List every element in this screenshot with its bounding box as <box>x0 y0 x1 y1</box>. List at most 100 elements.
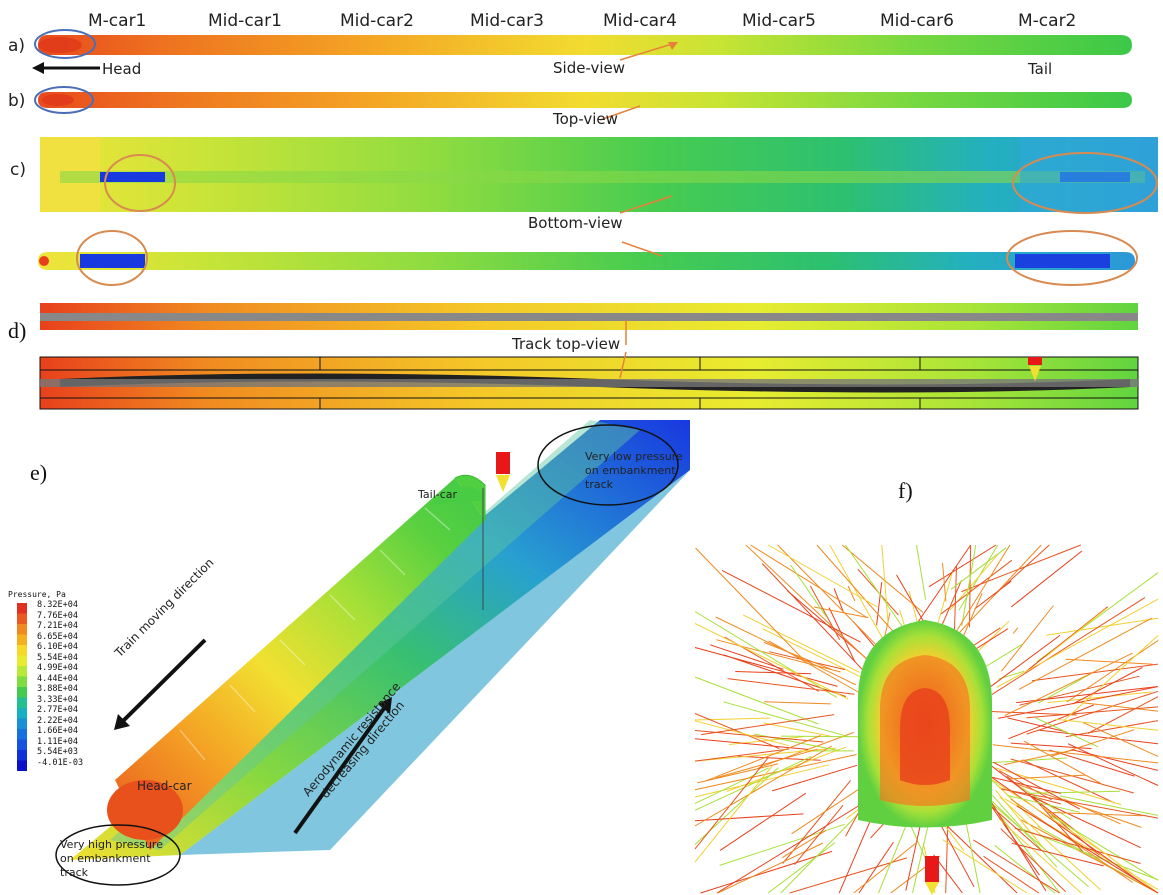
head-label: Head <box>102 60 142 78</box>
car-label-mid-car4: Mid-car4 <box>603 11 677 31</box>
velocity-vector <box>1031 796 1142 849</box>
head-car-label: Head-car <box>137 779 192 793</box>
velocity-vector <box>694 767 769 805</box>
velocity-vector <box>1021 759 1115 804</box>
bottom-highlight-right <box>1012 152 1158 214</box>
velocity-vector <box>986 634 1061 690</box>
top-view-label: Top-view <box>553 110 618 128</box>
velocity-vector <box>916 544 927 600</box>
velocity-vector <box>1016 686 1159 704</box>
velocity-vector <box>719 792 807 851</box>
velocity-vector <box>942 839 1028 894</box>
velocity-vector <box>1018 617 1152 690</box>
high-pressure-line-1: Very high pressure <box>60 838 163 851</box>
car-label-m-car2: M-car2 <box>1018 11 1077 31</box>
velocity-vector <box>1066 640 1159 703</box>
legend-swatch <box>17 760 27 771</box>
velocity-vector <box>858 841 894 894</box>
velocity-vector <box>1047 811 1143 817</box>
velocity-vector <box>735 671 812 675</box>
train-direction-arrow <box>120 638 207 724</box>
velocity-vector <box>694 756 769 850</box>
velocity-vector <box>723 654 846 697</box>
velocity-vector <box>980 793 1089 888</box>
velocity-vector <box>723 701 850 738</box>
velocity-vector <box>999 796 1101 891</box>
car-label-m-car1: M-car1 <box>88 11 147 31</box>
velocity-vector <box>694 765 773 863</box>
legend-value: 7.21E+04 <box>37 621 78 631</box>
velocity-vector <box>1039 729 1159 745</box>
legend-swatch <box>17 718 27 729</box>
velocity-vector <box>694 720 790 747</box>
velocity-vector <box>973 839 1060 894</box>
velocity-vector <box>1067 743 1159 786</box>
velocity-vector <box>1000 828 1067 893</box>
velocity-vector <box>912 827 929 894</box>
velocity-vector <box>790 564 827 617</box>
velocity-vector <box>813 606 869 619</box>
velocity-vector <box>1087 696 1159 734</box>
legend-value: 3.33E+04 <box>37 694 78 705</box>
velocity-vector <box>1016 805 1159 894</box>
legend-swatch <box>17 687 27 698</box>
velocity-vector <box>1065 720 1159 738</box>
velocity-vector <box>876 582 883 626</box>
velocity-vector <box>991 597 1146 695</box>
velocity-vector <box>999 819 1082 894</box>
legend-value: 7.76E+04 <box>37 610 78 621</box>
velocity-vector <box>988 757 1067 764</box>
velocity-vector <box>1045 608 1107 658</box>
velocity-vector <box>1054 718 1159 731</box>
velocity-vector <box>694 622 849 700</box>
velocity-vector <box>981 769 1146 886</box>
velocity-vector <box>701 714 835 736</box>
velocity-vector <box>969 544 972 628</box>
velocity-vector <box>847 585 856 602</box>
legend-swatch <box>17 676 27 687</box>
side-view-train <box>38 35 1132 55</box>
legend-swatch <box>17 634 27 645</box>
velocity-vector <box>1049 749 1135 777</box>
side-view-label: Side-view <box>553 59 625 77</box>
velocity-vector <box>1027 790 1121 794</box>
velocity-vector <box>716 805 860 894</box>
velocity-vector <box>745 544 874 666</box>
velocity-vector <box>1046 617 1159 636</box>
front-view-train <box>858 620 992 828</box>
velocity-vector <box>950 547 1007 590</box>
legend-value: 3.88E+04 <box>37 684 78 694</box>
velocity-vector <box>1014 827 1141 864</box>
velocity-vector <box>1023 740 1103 785</box>
velocity-vector <box>789 857 908 894</box>
velocity-vector <box>1035 717 1099 748</box>
velocity-vector <box>715 616 857 686</box>
velocity-vector <box>694 717 771 721</box>
velocity-vector <box>762 628 873 683</box>
velocity-vector <box>1065 658 1153 665</box>
panel-label-d: d) <box>8 318 27 343</box>
legend-swatch <box>17 666 27 677</box>
velocity-vector <box>694 748 789 762</box>
velocity-vector <box>697 763 779 784</box>
velocity-vector <box>750 544 867 618</box>
velocity-vector <box>709 644 784 670</box>
velocity-vector <box>705 735 821 782</box>
tail-car-label: Tail-car <box>418 488 458 501</box>
velocity-vector <box>1064 635 1159 721</box>
velocity-vector <box>694 611 838 698</box>
velocity-vector <box>992 744 1159 764</box>
velocity-vector <box>1010 798 1133 883</box>
velocity-vector <box>981 786 1047 892</box>
velocity-vector <box>961 544 977 627</box>
legend-value: -4.01E-03 <box>37 757 84 768</box>
velocity-vector <box>1024 606 1109 673</box>
track-top-view-lower <box>39 356 1139 410</box>
velocity-vector <box>942 562 947 602</box>
car-label-mid-car5: Mid-car5 <box>742 11 816 31</box>
velocity-vector <box>694 676 819 725</box>
velocity-vector <box>694 754 857 791</box>
legend-value: 1.66E+04 <box>37 726 78 736</box>
velocity-vector <box>781 735 859 738</box>
